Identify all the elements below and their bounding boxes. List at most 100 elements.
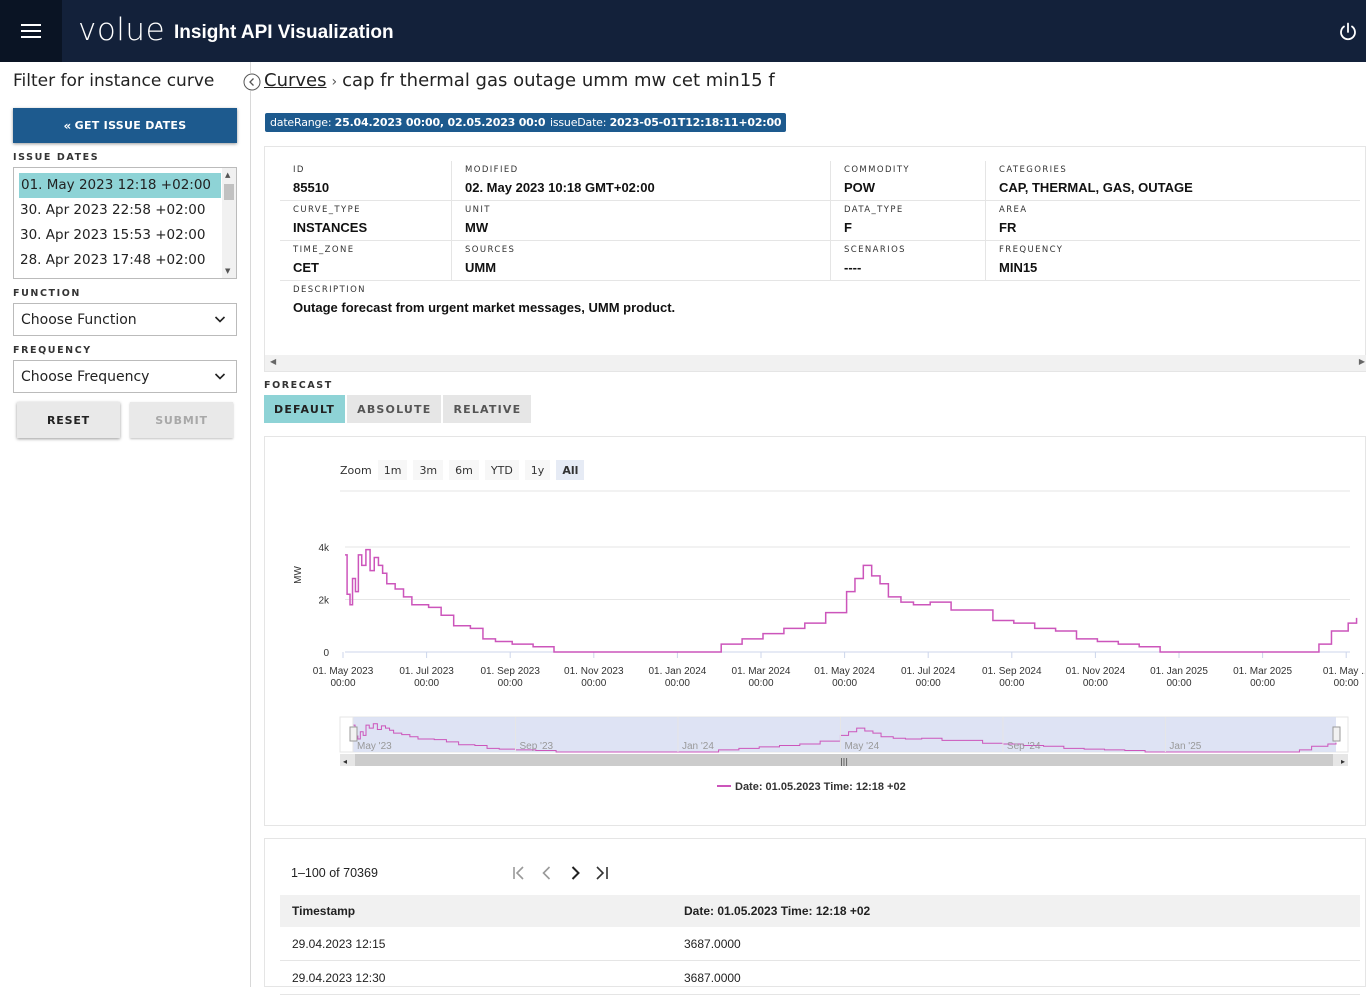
navigator-handle[interactable] [1332, 726, 1341, 742]
x-tick-label: 01. Jan 2025 [1150, 666, 1208, 677]
navigator-label: May '24 [844, 741, 879, 752]
power-icon[interactable] [1338, 22, 1358, 42]
description-value: Outage forecast from urgent market messa… [293, 300, 676, 315]
zoom-3m-button[interactable]: 3m [413, 460, 444, 480]
legend-item[interactable]: Date: 01.05.2023 Time: 12:18 +02 [735, 781, 906, 793]
tab-relative[interactable]: RELATIVE [443, 395, 532, 423]
scroll-left-icon: ◂ [343, 757, 347, 766]
last-page-icon[interactable] [593, 864, 611, 882]
x-tick-time: 00:00 [999, 678, 1024, 689]
tab-absolute[interactable]: ABSOLUTE [347, 395, 442, 423]
navigator-label: May '23 [357, 741, 392, 752]
get-issue-dates-button[interactable]: « GET ISSUE DATES [13, 108, 237, 143]
metadata-value: POW [844, 180, 876, 195]
scroll-up-icon[interactable]: ▲ [225, 171, 231, 179]
cell-timestamp: 29.04.2023 12:15 [292, 936, 386, 951]
metadata-value: F [844, 220, 852, 235]
metadata-cell: AREA FR [986, 201, 1360, 240]
table-row: 29.04.2023 12:15 3687.0000 [280, 927, 1360, 961]
metadata-value: ---- [844, 260, 862, 275]
x-tick-time: 00:00 [1083, 678, 1108, 689]
x-tick-label: 01. Mar 2025 [1233, 666, 1292, 677]
chevron-down-icon [214, 373, 226, 380]
reset-button[interactable]: RESET [17, 402, 120, 438]
previous-page-icon[interactable] [538, 864, 556, 882]
chevron-down-icon [214, 316, 226, 323]
metadata-value: INSTANCES [293, 220, 368, 235]
navigator-scrollbar-thumb[interactable] [355, 754, 1333, 766]
get-issue-dates-label: GET ISSUE DATES [74, 119, 187, 132]
chip-value: 2023-05-01T12:18:11+02:00 [609, 116, 782, 129]
navigator-handle[interactable] [349, 726, 358, 742]
scroll-down-icon[interactable]: ▼ [225, 267, 231, 275]
zoom-6m-button[interactable]: 6m [449, 460, 479, 480]
metadata-row: ID 85510 MODIFIED 02. May 2023 10:18 GMT+02… [280, 161, 1360, 201]
hamburger-menu-icon[interactable] [0, 0, 62, 62]
x-tick-time: 00:00 [581, 678, 606, 689]
navigator-label: Jan '25 [1169, 741, 1201, 752]
collapse-sidebar-icon[interactable] [243, 73, 261, 91]
scrollbar-thumb[interactable] [224, 184, 234, 200]
forecast-tabs: DEFAULT ABSOLUTE RELATIVE [264, 395, 533, 423]
frequency-select-value: Choose Frequency [21, 368, 150, 385]
zoom-1y-button[interactable]: 1y [524, 460, 551, 480]
metadata-cell: SOURCES UMM [452, 241, 831, 280]
issue-list-scrollbar[interactable]: ▲ ▼ [222, 168, 236, 278]
function-select[interactable]: Choose Function [13, 303, 237, 336]
frequency-select[interactable]: Choose Frequency [13, 360, 237, 393]
x-tick-time: 00:00 [1166, 678, 1191, 689]
issue-date-item[interactable]: 28. Apr 2023 17:48 +02:00 [20, 252, 206, 268]
breadcrumb-curves-link[interactable]: Curves [264, 70, 327, 91]
next-page-icon[interactable] [566, 864, 584, 882]
issue-date-item[interactable]: 30. Apr 2023 15:53 +02:00 [20, 227, 206, 243]
metadata-label: FREQUENCY [999, 245, 1064, 255]
breadcrumb-current: cap fr thermal gas outage umm mw cet min… [342, 70, 775, 91]
breadcrumb: Curves › cap fr thermal gas outage umm mw … [264, 70, 775, 91]
x-tick-time: 00:00 [916, 678, 941, 689]
metadata-row: CURVE_TYPE INSTANCES UNIT MW DATA_TYPE F AREA F… [280, 201, 1360, 241]
tab-default[interactable]: DEFAULT [264, 395, 346, 423]
zoom-all-button[interactable]: All [556, 460, 585, 480]
metadata-label: CURVE_TYPE [293, 205, 361, 215]
app-title: Insight API Visualization [174, 22, 394, 43]
metadata-cell: DESCRIPTION Outage forecast from urgent m… [280, 281, 1360, 321]
issue-dates-list[interactable]: 01. May 2023 12:18 +02:00 30. Apr 2023 2… [13, 167, 237, 279]
metadata-value: CET [293, 260, 319, 275]
zoom-ytd-button[interactable]: YTD [484, 460, 519, 480]
first-page-icon[interactable] [510, 864, 528, 882]
metadata-label: AREA [999, 205, 1028, 215]
issue-date-item[interactable]: 30. Apr 2023 22:58 +02:00 [20, 202, 206, 218]
chip-value: 25.04.2023 00:00, 02.05.2023 00:00 [334, 116, 553, 129]
function-label: FUNCTION [13, 288, 81, 299]
x-tick-label: 01. May 2023 [313, 666, 374, 677]
metadata-value: CAP, THERMAL, GAS, OUTAGE [999, 180, 1193, 195]
submit-button[interactable]: SUBMIT [130, 402, 233, 438]
x-tick-time: 00:00 [498, 678, 523, 689]
navigator-label: Jan '24 [682, 741, 714, 752]
metadata-label: SOURCES [465, 245, 516, 255]
issue-dates-label: ISSUE DATES [13, 152, 100, 163]
volue-logo: volue [78, 12, 166, 48]
x-tick-time: 00:00 [330, 678, 355, 689]
metadata-label: TIME_ZONE [293, 245, 355, 255]
x-tick-time: 00:00 [1250, 678, 1275, 689]
issue-date-item[interactable]: 01. May 2023 12:18 +02:00 [19, 173, 221, 198]
x-tick-time: 00:00 [414, 678, 439, 689]
x-tick-label: 01. May ... [1323, 666, 1365, 677]
scroll-right-icon[interactable]: ▶ [1358, 357, 1365, 366]
breadcrumb-separator-icon: › [331, 74, 338, 90]
zoom-1m-button[interactable]: 1m [377, 460, 408, 480]
zoom-controls: Zoom 1m 3m 6m YTD 1y All [340, 460, 590, 480]
x-tick-label: 01. Sep 2024 [982, 666, 1042, 677]
double-chevron-left-icon: « [63, 118, 72, 133]
scroll-left-icon[interactable]: ◀ [270, 357, 277, 366]
chip-key: dateRange: [270, 116, 332, 129]
metadata-horizontal-scrollbar[interactable]: ◀ ▶ [265, 355, 1366, 371]
column-header-value[interactable]: Date: 01.05.2023 Time: 12:18 +02 [684, 904, 871, 918]
x-tick-label: 01. Mar 2024 [732, 666, 791, 677]
top-bar: volue Insight API Visualization [0, 0, 1366, 62]
column-header-timestamp[interactable]: Timestamp [292, 904, 356, 918]
metadata-card: ID 85510 MODIFIED 02. May 2023 10:18 GMT+02… [264, 146, 1366, 372]
metadata-row: TIME_ZONE CET SOURCES UMM SCENARIOS ---- FREQU… [280, 241, 1360, 281]
